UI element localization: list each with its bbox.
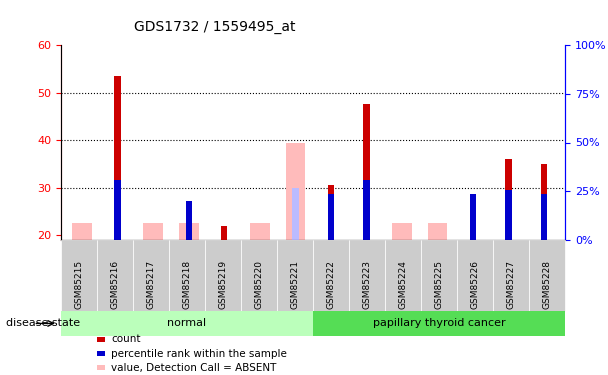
Text: GSM85217: GSM85217 (147, 260, 156, 309)
Bar (72, 224, 92, 240)
Bar (241, 240, 277, 311)
Text: GSM85225: GSM85225 (435, 260, 444, 309)
Bar (97, 337, 105, 342)
Bar (143, 224, 163, 240)
Text: GSM85222: GSM85222 (326, 261, 336, 309)
Text: count: count (111, 334, 141, 344)
Bar (250, 224, 269, 240)
Text: normal: normal (167, 318, 207, 328)
Text: GSM85221: GSM85221 (291, 260, 300, 309)
Bar (61, 311, 313, 336)
Bar (493, 240, 530, 311)
Text: value, Detection Call = ABSENT: value, Detection Call = ABSENT (111, 363, 277, 373)
Bar (179, 224, 198, 240)
Bar (428, 224, 447, 240)
Text: GSM85227: GSM85227 (507, 260, 516, 309)
Bar (114, 76, 121, 240)
Bar (541, 194, 547, 240)
Bar (205, 240, 241, 311)
Bar (313, 240, 349, 311)
Bar (363, 180, 370, 240)
Text: papillary thyroid cancer: papillary thyroid cancer (373, 318, 506, 328)
Bar (363, 105, 370, 240)
Bar (349, 240, 385, 311)
Text: GSM85228: GSM85228 (543, 260, 552, 309)
Text: GSM85218: GSM85218 (182, 260, 192, 309)
Text: GSM85223: GSM85223 (363, 260, 371, 309)
Bar (328, 194, 334, 240)
Bar (530, 240, 565, 311)
Bar (169, 240, 205, 311)
Text: percentile rank within the sample: percentile rank within the sample (111, 349, 287, 358)
Bar (313, 311, 565, 336)
Bar (61, 240, 97, 311)
Bar (505, 159, 512, 240)
Bar (328, 185, 334, 240)
Bar (97, 240, 133, 311)
Bar (221, 226, 227, 240)
Text: disease state: disease state (6, 318, 80, 328)
Text: GSM85220: GSM85220 (255, 260, 263, 309)
Bar (114, 180, 121, 240)
Bar (185, 201, 192, 240)
Bar (277, 240, 313, 311)
Bar (541, 164, 547, 240)
Bar (286, 142, 305, 240)
Bar (470, 194, 476, 240)
Text: GSM85219: GSM85219 (218, 260, 227, 309)
Bar (97, 365, 105, 370)
Bar (385, 240, 421, 311)
Text: GSM85224: GSM85224 (399, 261, 408, 309)
Bar (505, 190, 512, 240)
Bar (392, 224, 412, 240)
Bar (133, 240, 169, 311)
Text: GDS1732 / 1559495_at: GDS1732 / 1559495_at (134, 20, 295, 34)
Text: GSM85226: GSM85226 (471, 260, 480, 309)
Bar (457, 240, 493, 311)
Text: GSM85215: GSM85215 (74, 260, 83, 309)
Text: GSM85216: GSM85216 (111, 260, 119, 309)
Bar (421, 240, 457, 311)
Bar (97, 351, 105, 356)
Bar (292, 188, 299, 240)
